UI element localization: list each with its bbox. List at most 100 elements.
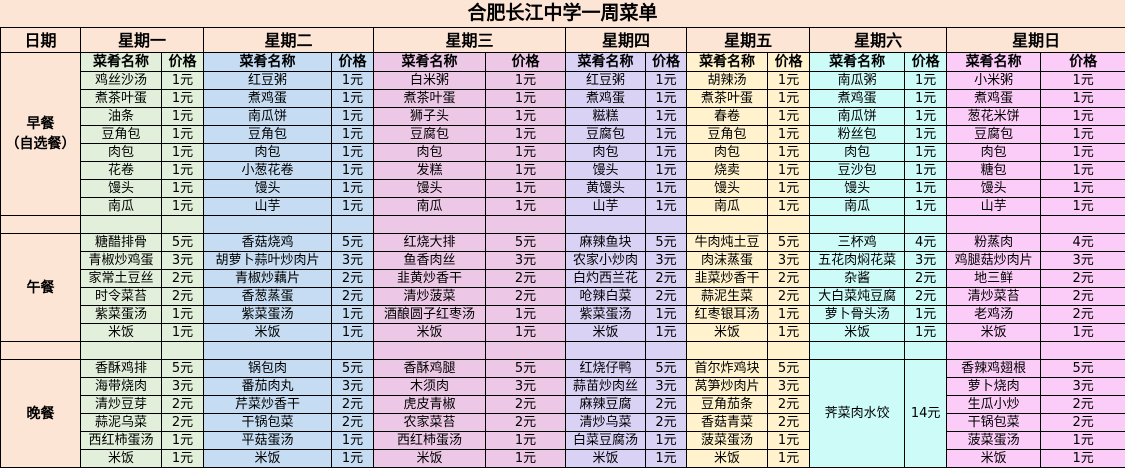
spacer-cell — [686, 215, 769, 234]
dish-name: 菠菜蛋汤 — [946, 431, 1042, 450]
menu-row: 南瓜 1元 山芋 1元 南瓜 1元 山芋 1元 南瓜 1元 南瓜 1元 山芋 1元 — [1, 197, 1125, 216]
spacer-cell — [946, 215, 1042, 234]
dish-price: 1元 — [645, 143, 688, 162]
dish-price: 2元 — [331, 269, 375, 288]
dish-price: 1元 — [904, 125, 948, 144]
dish-name: 南瓜 — [80, 197, 162, 216]
menu-row: 米饭 1元 米饭 1元 米饭 1元 米饭 1元 米饭 1元 米饭 1元 米饭 1元 — [1, 323, 1125, 342]
meal-sublabel: （自选餐） — [5, 136, 76, 152]
dish-price: 1元 — [160, 197, 205, 216]
dish-price: 3元 — [645, 251, 688, 270]
spacer-cell — [331, 215, 375, 234]
dish-name: 肉包 — [80, 143, 162, 162]
dish-name: 麻辣鱼块 — [565, 233, 647, 252]
dish-name: 肉包 — [946, 143, 1042, 162]
dish-name: 黄馒头 — [565, 179, 647, 198]
dish-name: 米饭 — [80, 323, 162, 342]
spacer-cell — [485, 215, 567, 234]
dish-name: 南瓜 — [686, 197, 769, 216]
dish-name: 肉包 — [809, 143, 906, 162]
spacer-cell — [809, 215, 906, 234]
dish-price: 1元 — [767, 125, 811, 144]
dish-price: 2元 — [160, 269, 205, 288]
dish-price: 1元 — [1040, 89, 1125, 108]
spacer-cell — [1040, 215, 1125, 234]
dish-name: 清炒乌菜 — [565, 413, 647, 432]
dish-price: 5元 — [767, 359, 811, 378]
dish-price: 2元 — [904, 269, 948, 288]
dish-price: 1元 — [485, 71, 567, 90]
dish-price: 1元 — [645, 197, 688, 216]
dish-price: 2元 — [904, 287, 948, 306]
dish-name: 莴笋炒肉片 — [686, 377, 769, 396]
menu-row: 鸡丝沙汤 1元 红豆粥 1元 白米粥 1元 红豆粥 1元 胡辣汤 1元 南瓜粥 1元 小米粥 1元 — [1, 71, 1125, 90]
spacer-cell — [160, 341, 205, 360]
menu-row: 午餐 糖醋排骨 5元 香菇烧鸡 5元 红烧大排 5元 麻辣鱼块 5元 牛肉炖土豆 5元 三杯鸡 4元 粉蒸… — [0, 233, 1125, 342]
dish-price: 5元 — [1040, 359, 1125, 378]
dish-price: 1元 — [485, 125, 567, 144]
spacer-cell — [160, 215, 205, 234]
dish-price: 1元 — [485, 143, 567, 162]
dish-name: 米饭 — [686, 323, 769, 342]
dish-name: 紫菜蛋汤 — [565, 305, 647, 324]
dish-price: 14元 — [904, 359, 948, 468]
dish-name: 糍糕 — [565, 107, 647, 126]
dish-price: 3元 — [904, 251, 948, 270]
dish-name: 荠菜肉水饺 — [809, 359, 906, 468]
menu-row: 西红柿蛋汤 1元 平菇蛋汤 1元 西红柿蛋汤 1元 白菜豆腐汤 1元 菠菜蛋汤 1元 菠菜蛋汤 1元 — [1, 431, 1125, 450]
dish-name: 清炒豆芽 — [80, 395, 162, 414]
day-header: 星期二 — [203, 27, 375, 53]
dish-name: 鸡腿菇炒肉片 — [946, 251, 1042, 270]
dish-name: 蒜泥生菜 — [686, 287, 769, 306]
dish-price: 1元 — [767, 143, 811, 162]
dish-price: 2元 — [1040, 269, 1125, 288]
dish-price: 5元 — [767, 233, 811, 252]
dish-name: 木须肉 — [373, 377, 487, 396]
dish-name: 酒酿圆子红枣汤 — [373, 305, 487, 324]
dish-price: 2元 — [485, 287, 567, 306]
dish-name: 鸡丝沙汤 — [80, 71, 162, 90]
dish-name: 米饭 — [946, 323, 1042, 342]
dish-price: 1元 — [767, 431, 811, 450]
meal-label: 早餐 （自选餐） — [0, 52, 81, 216]
spacer-cell — [645, 341, 688, 360]
dish-price: 1元 — [331, 71, 375, 90]
dish-price: 1元 — [767, 89, 811, 108]
day-header: 星期日 — [946, 27, 1125, 53]
dish-price: 1元 — [645, 107, 688, 126]
menu-row: 青椒炒鸡蛋 3元 胡萝卜蒜叶炒肉片 3元 鱼香肉丝 3元 农家小炒肉 3元 肉沫蒸蛋 3元 五花肉焖… — [1, 251, 1125, 270]
menu-row: 晚餐 香酥鸡排 5元 锅包肉 5元 香酥鸡腿 5元 红烧仔鸭 5元 首尔炸鸡块 5元 荠菜肉水饺 14元… — [0, 359, 1125, 468]
dish-price: 1元 — [645, 431, 688, 450]
dish-name: 春卷 — [686, 107, 769, 126]
dish-price: 2元 — [485, 269, 567, 288]
dish-price: 2元 — [331, 395, 375, 414]
dish-name: 肉包 — [203, 143, 333, 162]
dish-name: 煮茶叶蛋 — [373, 89, 487, 108]
dish-price: 1元 — [645, 179, 688, 198]
spacer-cell — [904, 215, 948, 234]
dish-name: 红烧仔鸭 — [565, 359, 647, 378]
spacer-cell — [373, 215, 487, 234]
dish-price: 1元 — [904, 323, 948, 342]
dish-name: 番茄肉丸 — [203, 377, 333, 396]
dish-price: 1元 — [160, 449, 205, 468]
spacer-cell — [809, 341, 906, 360]
dish-name: 肉包 — [565, 143, 647, 162]
menu-row: 家常土豆丝 2元 青椒炒藕片 2元 韭黄炒香干 2元 白灼西兰花 2元 韭菜炒香干 2元 杂酱 2元地… — [1, 269, 1125, 288]
menu-row: 蒜泥乌菜 2元 干锅包菜 2元 农家菜苔 2元 清炒乌菜 2元 香菇青菜 2元 干锅包菜 2元 — [1, 413, 1125, 432]
dish-name: 豆腐包 — [565, 125, 647, 144]
dish-name: 牛肉炖土豆 — [686, 233, 769, 252]
dish-name: 馒头 — [946, 179, 1042, 198]
dish-name: 家常土豆丝 — [80, 269, 162, 288]
dish-price: 4元 — [1040, 233, 1125, 252]
dish-name: 煮茶叶蛋 — [686, 89, 769, 108]
dish-price: 1元 — [331, 431, 375, 450]
spacer-cell — [565, 341, 647, 360]
spacer-cell — [686, 341, 769, 360]
spacer-cell — [767, 341, 811, 360]
menu-row: 豆角包 1元 豆角包 1元 豆腐包 1元 豆腐包 1元 豆角包 1元 粉丝包 1元 豆腐包 1元 — [1, 125, 1125, 144]
dish-name: 南瓜 — [373, 197, 487, 216]
dish-name: 油条 — [80, 107, 162, 126]
weekly-menu-table: 日期 星期一 星期二 星期三 星期四 星期五 星期六 星期日 早餐 （自选餐） 菜肴名称 价格 菜肴名称… — [0, 27, 1125, 468]
dish-price: 1元 — [904, 161, 948, 180]
